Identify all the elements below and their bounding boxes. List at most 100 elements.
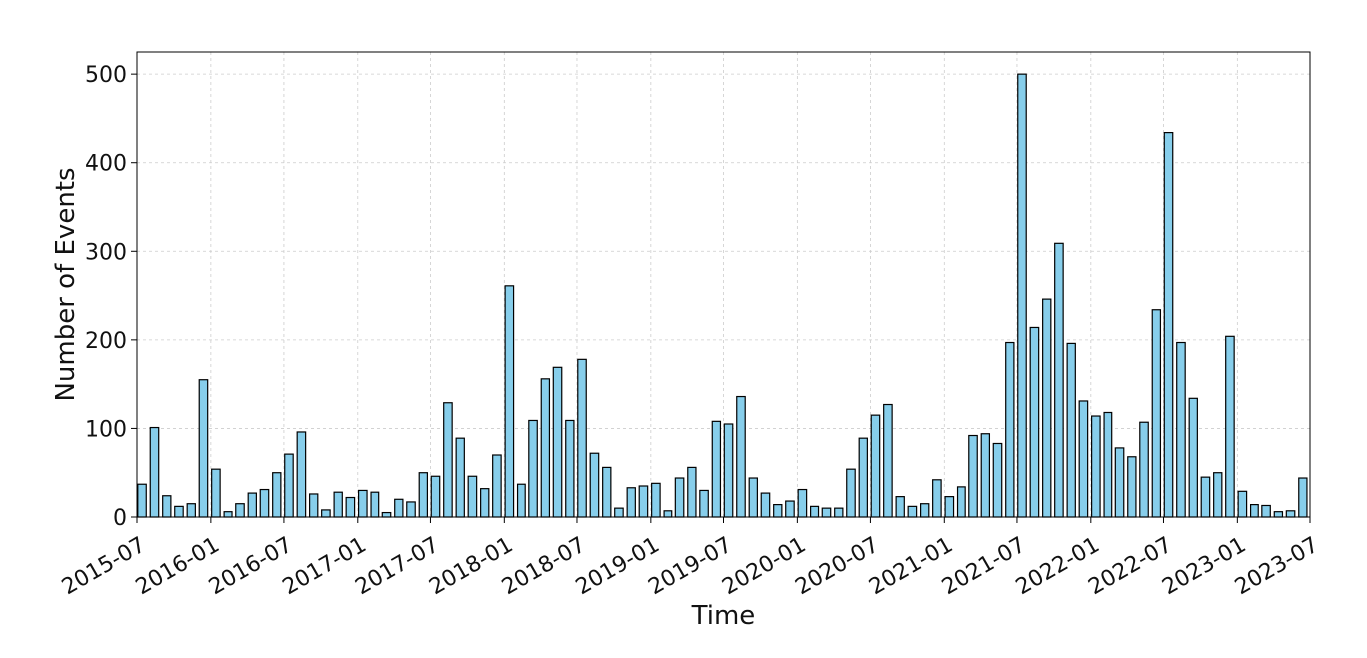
x-tick-label: 2019-07 xyxy=(644,533,736,601)
bar-2018-07 xyxy=(577,358,587,518)
bar-2019-05 xyxy=(699,489,709,518)
bar-2016-05 xyxy=(259,488,270,518)
bar-2018-06 xyxy=(565,419,575,518)
bar-2021-06 xyxy=(1005,341,1015,518)
bar-2021-01 xyxy=(944,496,955,518)
bar-2022-12 xyxy=(1225,335,1235,518)
y-tick-label: 200 xyxy=(85,329,127,354)
bar-2022-03 xyxy=(1114,447,1125,518)
bar-2019-06 xyxy=(711,420,722,518)
bar-2023-04 xyxy=(1273,511,1284,518)
bar-2023-02 xyxy=(1249,504,1259,518)
bar-2018-04 xyxy=(540,378,551,518)
bar-2018-11 xyxy=(626,487,636,518)
bar-2015-08 xyxy=(149,426,160,518)
bar-2023-01 xyxy=(1237,490,1248,518)
bar-2019-01 xyxy=(651,482,661,518)
bar-2020-11 xyxy=(920,503,930,518)
bar-2019-12 xyxy=(785,500,795,518)
bar-2017-08 xyxy=(443,402,453,518)
bar-2020-07 xyxy=(870,414,881,518)
bar-2017-09 xyxy=(455,437,465,518)
x-tick-label: 2016-07 xyxy=(205,533,297,601)
plot-frame xyxy=(136,51,1311,518)
bar-2020-08 xyxy=(883,403,893,518)
bar-2015-12 xyxy=(198,379,209,518)
bar-2018-01 xyxy=(504,285,515,518)
bar-2020-12 xyxy=(932,479,942,518)
bar-2017-02 xyxy=(370,491,380,518)
y-tick-label: 100 xyxy=(85,417,127,442)
bar-2023-03 xyxy=(1261,504,1271,518)
bar-2019-02 xyxy=(663,510,673,518)
bar-2020-04 xyxy=(834,507,844,518)
x-tick-label: 2020-07 xyxy=(791,533,883,601)
bars xyxy=(137,73,1308,518)
x-tick-label: 2015-07 xyxy=(58,533,150,601)
bar-2021-04 xyxy=(980,433,991,518)
y-tick-label: 300 xyxy=(85,240,127,265)
bar-2017-12 xyxy=(492,454,502,518)
bar-2018-08 xyxy=(589,452,600,518)
bar-2021-08 xyxy=(1029,326,1040,518)
bar-2020-03 xyxy=(821,507,832,518)
x-tick-label: 2022-07 xyxy=(1084,533,1176,601)
bar-2020-06 xyxy=(858,437,868,518)
x-tick-label: 2023-07 xyxy=(1231,533,1323,601)
bar-2021-03 xyxy=(968,434,978,518)
bar-2021-05 xyxy=(992,442,1003,518)
bar-2021-07 xyxy=(1017,73,1027,518)
bar-2018-09 xyxy=(602,466,612,518)
bar-2017-11 xyxy=(480,488,490,518)
bar-2017-04 xyxy=(394,498,404,518)
bar-2015-09 xyxy=(162,495,172,518)
bar-2019-04 xyxy=(687,466,697,518)
bar-2021-12 xyxy=(1078,400,1089,518)
bar-2019-08 xyxy=(736,395,746,518)
bar-2017-01 xyxy=(357,489,368,518)
bar-2016-11 xyxy=(333,491,343,518)
bar-2016-12 xyxy=(345,496,356,518)
bar-2021-11 xyxy=(1066,342,1076,518)
bar-2019-11 xyxy=(773,504,783,518)
bar-2020-02 xyxy=(810,505,820,518)
x-tick-label: 2016-01 xyxy=(132,533,224,601)
bar-2021-02 xyxy=(956,486,966,518)
bar-2016-02 xyxy=(223,511,233,518)
bar-2016-08 xyxy=(296,431,307,518)
bar-2017-05 xyxy=(406,501,416,518)
bar-2022-10 xyxy=(1200,476,1211,518)
x-tick-label: 2020-01 xyxy=(718,533,810,601)
bar-2020-09 xyxy=(895,496,905,518)
bar-2022-11 xyxy=(1213,472,1223,518)
bar-2022-02 xyxy=(1103,411,1113,518)
y-axis-title: Number of Events xyxy=(51,167,81,401)
bar-2016-10 xyxy=(321,509,331,518)
bar-2016-03 xyxy=(235,503,245,518)
bar-2021-09 xyxy=(1042,298,1052,518)
bar-2018-10 xyxy=(614,507,624,518)
bar-2016-09 xyxy=(309,493,319,518)
bar-2018-12 xyxy=(638,485,649,518)
y-tick-label: 0 xyxy=(113,506,127,531)
bar-2022-05 xyxy=(1139,421,1149,518)
bar-2020-10 xyxy=(907,505,918,518)
bar-2018-02 xyxy=(516,483,526,518)
bar-2023-06 xyxy=(1298,477,1308,518)
bar-2016-01 xyxy=(211,468,221,518)
bar-2015-11 xyxy=(186,503,196,518)
x-tick-label: 2021-07 xyxy=(938,533,1030,601)
bar-2017-03 xyxy=(381,511,392,518)
bar-2017-06 xyxy=(418,472,428,518)
x-axis-title: Time xyxy=(691,601,756,631)
bar-2022-07 xyxy=(1163,132,1174,518)
x-tick-label: 2017-07 xyxy=(351,533,443,601)
bar-2018-03 xyxy=(528,419,538,518)
bar-2016-04 xyxy=(247,492,257,518)
bar-2019-09 xyxy=(748,477,758,518)
bar-2020-01 xyxy=(797,488,808,518)
bar-2019-10 xyxy=(760,492,771,518)
bar-2022-04 xyxy=(1127,456,1137,518)
bar-2021-10 xyxy=(1054,242,1064,518)
